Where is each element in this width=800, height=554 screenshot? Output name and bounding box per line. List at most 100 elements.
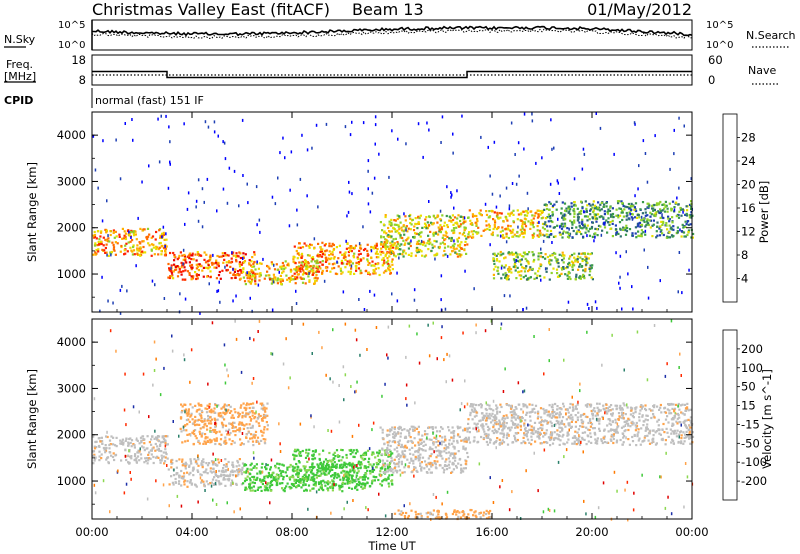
velocity-cell [276,462,279,465]
velocity-cell [124,439,127,442]
velocity-cell [331,474,334,477]
velocity-cell [324,484,327,487]
velocity-cell [528,403,531,406]
velocity-cell [349,449,352,452]
power-cell [452,218,455,222]
velocity-cell [255,478,258,481]
velocity-cell [171,481,174,484]
velocity-cell [298,461,301,464]
velocity-cell [105,435,108,438]
power-cell [200,254,203,257]
power-cell [269,278,272,281]
power-cell [215,261,218,264]
power-cell [484,228,487,231]
power-cell [582,235,585,238]
velocity-cell [390,480,393,483]
velocity-cell [129,441,132,445]
power-cell [520,219,523,222]
power-cell [535,276,538,280]
power-cell [416,246,419,250]
velocity-cell [258,424,261,427]
velocity-cell [183,424,187,427]
power-cell [353,246,356,249]
power-cell [575,275,578,278]
velocity-cell [351,474,354,477]
velocity-cell [419,456,422,459]
power-speckle [463,216,466,220]
velocity-cell [639,405,642,408]
power-cell [159,236,162,239]
velocity-cell [192,474,195,477]
power-cell [335,246,338,249]
power-speckle [495,205,498,209]
power-cell [404,219,407,222]
power-cell [650,213,653,216]
velocity-cell [481,418,485,421]
velocity-cell [188,433,191,436]
power-cell [601,229,604,232]
power-cell [242,252,245,255]
power-cell [520,232,523,235]
velocity-cell [238,430,241,433]
power-cell [379,221,382,224]
power-cell [405,239,408,242]
power-speckle [673,128,675,132]
velocity-cell [280,474,283,477]
velocity-cell [389,430,392,433]
power-cell [441,236,444,239]
power-cell [167,276,170,279]
velocity-cell [382,471,385,474]
velocity-cell [328,481,331,484]
velocity-cell [451,461,454,464]
power-cell [456,255,459,258]
velocity-cell [371,465,374,468]
velocity-cell [384,465,387,468]
power-cell [591,278,594,281]
velocity-cell [226,410,229,413]
power-speckle [619,254,622,258]
velocity-cell [210,439,213,442]
velocity-cell [480,435,483,439]
power-cell [661,203,664,206]
velocity-cell [485,440,488,444]
velocity-cell [282,470,285,473]
power-cell [330,257,333,260]
velocity-cell [225,441,228,445]
power-cell [665,236,668,239]
power-cell [579,263,582,266]
noise-left-tick-top: 10^5 [58,20,85,31]
power-speckle [345,239,347,243]
power-cell [631,232,634,235]
power-cell [315,279,318,282]
power-speckle [277,176,279,180]
power-cell [660,210,663,213]
velocity-cell [390,429,393,432]
velocity-cell [276,482,279,485]
power-cell [453,216,457,219]
velocity-cell [372,463,375,466]
power-cell [127,241,130,244]
velocity-cell [206,464,210,467]
power-cell [138,247,141,250]
power-cell [288,280,291,283]
power-cell [665,222,668,225]
velocity-cell [104,451,107,454]
velocity-cell [455,466,458,469]
velocity-cell [307,474,311,477]
velocity-cell [534,411,537,414]
power-speckle [439,209,442,213]
power-cell [182,270,185,273]
power-cell [536,221,539,224]
velocity-cell [228,474,231,477]
power-cell [418,217,421,220]
power-cell [315,262,318,265]
power-cell [548,260,551,263]
power-cell [620,211,623,214]
power-cell [254,280,257,283]
power-cell [294,269,297,272]
power-cell [566,231,569,234]
power-speckle [165,232,167,236]
power-cell [281,278,284,281]
velocity-cell [451,512,454,516]
power-cell [354,265,357,268]
